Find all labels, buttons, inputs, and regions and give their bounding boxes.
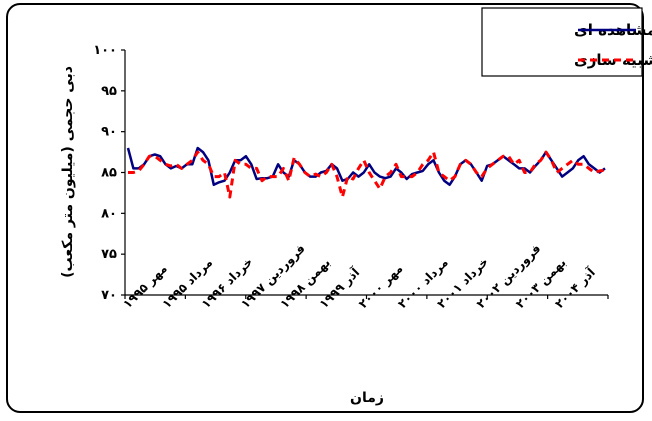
y-axis-title: دبی حجمی (میلیون متر مکعب) <box>60 66 76 278</box>
x-axis-title: زمان <box>350 390 384 406</box>
y-tick-label: ۹۵ <box>101 84 117 99</box>
y-tick-label: ۸۵ <box>101 166 117 181</box>
y-tick-label: ۱۰۰ <box>93 43 117 58</box>
x-tick-label: فروردین ۲۰۰۲ <box>474 241 544 311</box>
y-tick-label: ۹۰ <box>101 125 117 140</box>
x-tick-label: فروردین ۱۹۹۷ <box>238 241 308 311</box>
simulated-series-line <box>128 150 606 199</box>
y-tick-label: ۷۰ <box>101 288 117 303</box>
y-tick-label: ۷۵ <box>101 247 117 262</box>
legend-label: شبیه سازی <box>574 51 652 69</box>
observed-series-line <box>126 146 606 187</box>
legend-box <box>481 7 643 77</box>
y-tick-label: ۸۰ <box>101 206 117 221</box>
